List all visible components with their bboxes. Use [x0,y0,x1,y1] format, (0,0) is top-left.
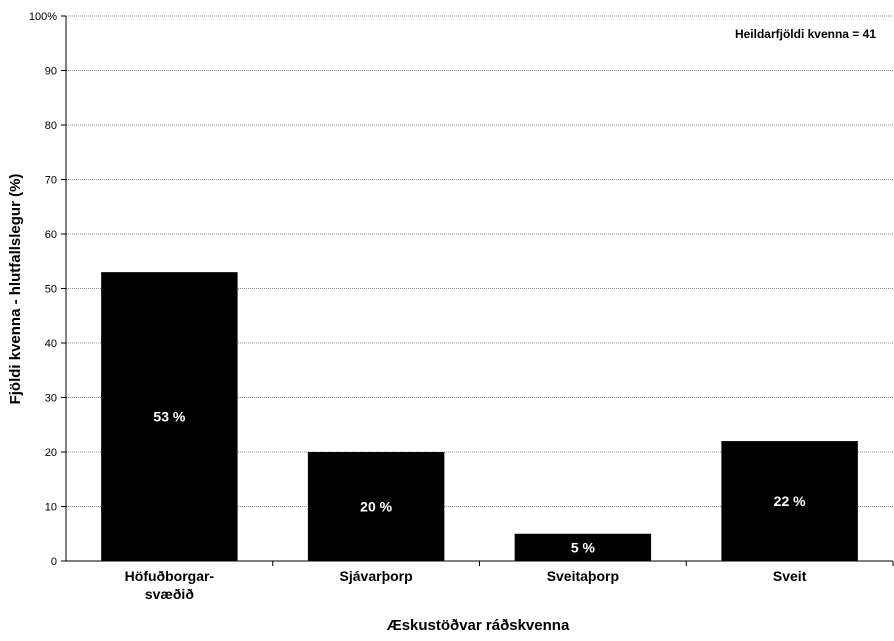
y-tick-label: 10 [45,502,57,514]
y-tick-label: 100% [29,11,57,23]
x-category-label: Sjávarþorp [340,568,413,584]
bar [101,272,238,561]
y-tick-label: 20 [45,447,57,459]
y-tick-label: 60 [45,229,57,241]
y-tick-label: 70 [45,175,57,187]
bar-value-label: 53 % [153,409,185,425]
x-axis-title: Æskustöðvar ráðskvenna [387,617,570,634]
bar-value-label: 22 % [774,493,806,509]
y-tick-label: 30 [45,393,57,405]
y-axis-title: Fjöldi kvenna - hlutfallslegur (%) [7,174,24,405]
bar-value-labels: 53 % 20 % 5 % 22 % [153,409,806,556]
bars [101,272,858,561]
x-category-label: Sveitaþorp [547,568,619,584]
y-tick-label: 40 [45,338,57,350]
axes [61,15,894,566]
bar-value-label: 5 % [571,539,596,555]
x-category-labels: Höfuðborgar-svæðið Sjávarþorp Sveitaþorp Sv… [125,568,807,602]
y-tick-label: 50 [45,284,57,296]
y-tick-labels: 0 10 20 30 40 50 60 70 80 90 100% [29,11,57,568]
bar [307,452,445,561]
y-tick-label: 80 [45,120,57,132]
y-tick-label: 90 [45,66,57,78]
y-tick-label: 0 [51,556,57,568]
bar [514,533,652,561]
x-category-label: Sveit [773,568,807,584]
total-count-annotation: Heildarfjöldi kvenna = 41 [735,27,876,41]
x-category-label: Höfuðborgar-svæðið [125,568,215,602]
bar [721,441,858,561]
bar-value-label: 20 % [360,499,392,515]
